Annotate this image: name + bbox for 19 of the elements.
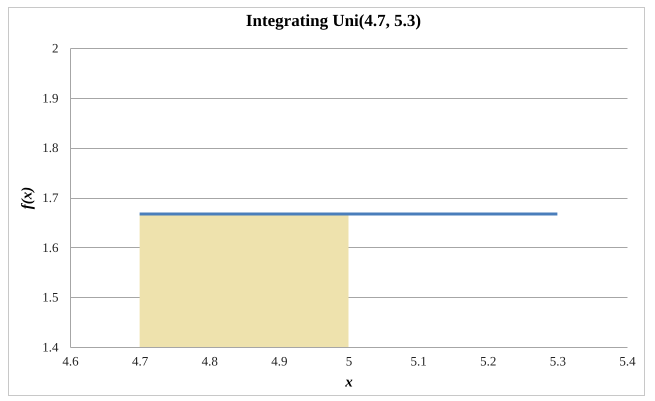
x-tick-label: 5.4 xyxy=(619,354,636,368)
x-tick-label: 4.9 xyxy=(271,354,288,368)
y-tick-label: 1.7 xyxy=(42,190,59,205)
y-tick-label: 2 xyxy=(52,40,58,56)
y-tick-label: 1.6 xyxy=(42,240,59,255)
x-tick-label: 5.3 xyxy=(550,354,566,368)
x-tick-label: 5.2 xyxy=(480,354,496,368)
y-axis-title: f(x) xyxy=(19,186,36,210)
x-tick-label: 5 xyxy=(346,354,352,368)
y-tick-label: 1.8 xyxy=(42,140,58,156)
y-tick-label: 1.9 xyxy=(42,90,58,106)
y-tick-label: 1.5 xyxy=(42,290,58,305)
chart-title: Integrating Uni(4.7, 5.3) xyxy=(246,11,422,30)
x-tick-label: 5.1 xyxy=(410,354,427,368)
x-axis-title: x xyxy=(344,374,354,390)
x-tick-label: 4.7 xyxy=(132,354,149,368)
x-tick-label: 4.6 xyxy=(62,354,80,368)
y-tick-label: 1.4 xyxy=(42,340,59,354)
x-tick-label: 4.8 xyxy=(202,354,218,368)
